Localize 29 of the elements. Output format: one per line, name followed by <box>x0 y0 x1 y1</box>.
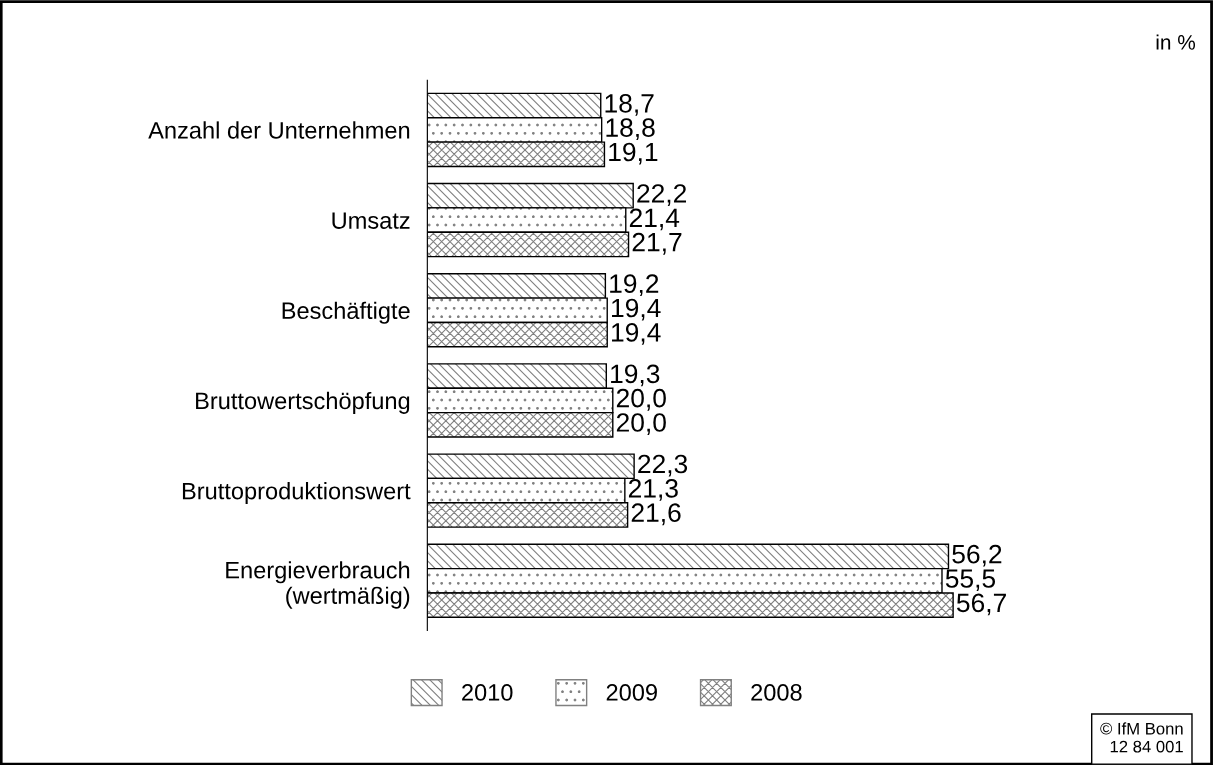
data-label: 56,7 <box>956 593 1006 616</box>
data-label: 19,1 <box>609 142 658 165</box>
data-label: 19,3 <box>611 364 660 387</box>
data-label: 22,2 <box>637 184 687 206</box>
y-tick-label: Umsatz <box>332 212 410 229</box>
y-tick-label: Energieverbrauch (wertmäßig) <box>226 561 410 609</box>
text: © IfM Bonn 12 84 001 <box>1100 722 1183 753</box>
y-tick-label: Beschäftigte <box>282 301 410 324</box>
data-label: 56,2 <box>952 544 1002 567</box>
data-label: 55,5 <box>945 569 996 591</box>
data-label: 19,4 <box>612 298 661 321</box>
data-label: 21,3 <box>628 478 678 501</box>
data-label: 18,7 <box>605 93 654 116</box>
data-label: 21,7 <box>632 232 682 255</box>
data-label: 21,6 <box>631 503 681 526</box>
data-label: 22,3 <box>638 454 688 477</box>
data-label: 19,4 <box>612 323 661 345</box>
data-label: 18,8 <box>606 118 655 141</box>
y-tick-label: Bruttowertschöpfung <box>196 391 410 414</box>
data-label: 20,0 <box>616 413 666 435</box>
data-label: 20,0 <box>616 388 666 411</box>
legend-label: 2009 <box>606 684 657 701</box>
y-tick-label: Anzahl der Unternehmen <box>148 121 410 139</box>
text: in % <box>1156 34 1196 50</box>
data-label: 21,4 <box>629 208 680 231</box>
legend-label: 2008 <box>751 684 802 701</box>
y-tick-label: Bruttoproduktionswert <box>182 482 411 505</box>
data-label: 19,2 <box>610 274 659 297</box>
legend-label: 2010 <box>462 684 513 701</box>
